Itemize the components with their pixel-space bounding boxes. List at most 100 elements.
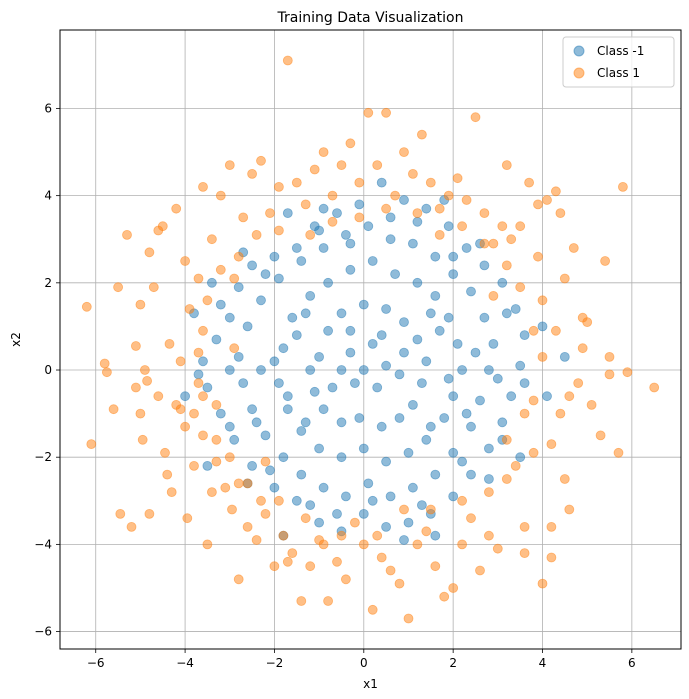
data-point	[372, 160, 383, 171]
data-point	[421, 203, 432, 214]
data-point	[425, 421, 436, 432]
data-point	[381, 522, 392, 532]
data-point	[305, 561, 316, 572]
data-point	[457, 221, 468, 232]
x-tick-label: −2	[266, 656, 284, 670]
data-point	[318, 482, 329, 493]
data-point	[367, 256, 378, 266]
data-point	[291, 243, 302, 253]
data-point	[421, 526, 432, 537]
data-point	[327, 216, 338, 227]
data-point	[399, 317, 409, 328]
data-point	[434, 229, 445, 240]
data-point	[345, 238, 356, 249]
data-point	[300, 308, 311, 319]
data-point	[510, 304, 521, 314]
data-point	[394, 413, 405, 423]
data-point	[153, 225, 164, 236]
data-point	[519, 548, 530, 558]
data-point	[309, 386, 320, 397]
data-point	[282, 404, 293, 415]
data-point	[345, 347, 356, 358]
data-point	[533, 199, 543, 210]
data-point	[148, 282, 159, 293]
data-point	[407, 238, 418, 249]
data-point	[501, 308, 512, 319]
data-point	[376, 552, 387, 563]
data-point	[206, 487, 217, 498]
data-point	[242, 478, 253, 489]
data-point	[164, 338, 175, 349]
data-point	[238, 212, 249, 223]
x-tick-label: 6	[628, 656, 636, 670]
data-point	[242, 522, 253, 532]
data-point	[171, 203, 182, 214]
data-point	[407, 482, 418, 493]
data-point	[358, 509, 369, 519]
data-point	[358, 443, 369, 454]
data-point	[475, 395, 485, 406]
data-point	[269, 356, 280, 367]
data-point	[483, 487, 494, 498]
data-point	[430, 469, 441, 480]
data-point	[256, 495, 266, 506]
data-point	[506, 234, 517, 245]
x-tick-label: 2	[449, 656, 457, 670]
data-point	[314, 517, 325, 528]
data-point	[381, 456, 392, 467]
data-point	[376, 177, 387, 188]
data-point	[542, 195, 552, 205]
data-point	[483, 474, 494, 484]
data-point	[466, 286, 476, 297]
data-point	[224, 365, 235, 375]
data-point	[242, 321, 253, 332]
data-point	[573, 378, 584, 389]
data-point	[202, 295, 213, 306]
data-point	[497, 417, 508, 428]
data-point	[390, 269, 401, 280]
data-point	[160, 447, 170, 458]
data-point	[260, 430, 271, 441]
data-point	[340, 574, 351, 585]
axis-ticks: −6 −4 −2 0 2 4 6 −6 −4 −2 0 2 4 6	[34, 101, 635, 670]
data-point	[282, 391, 293, 402]
data-point	[515, 221, 526, 232]
data-point	[416, 129, 427, 140]
data-point	[501, 474, 512, 484]
data-point	[332, 208, 342, 219]
data-point	[412, 216, 423, 227]
data-point	[345, 325, 356, 336]
data-point	[265, 208, 275, 219]
data-point	[130, 382, 141, 393]
data-point	[475, 565, 485, 576]
data-point	[448, 447, 459, 458]
data-point	[247, 260, 258, 271]
data-point	[559, 474, 570, 484]
data-point	[180, 391, 191, 402]
data-point	[533, 251, 543, 262]
data-point	[372, 382, 383, 393]
data-point	[354, 199, 365, 210]
data-point	[430, 290, 441, 301]
data-point	[430, 561, 441, 572]
data-point	[269, 561, 280, 572]
data-point	[247, 460, 258, 471]
data-point	[327, 190, 338, 201]
data-point	[528, 447, 539, 458]
data-point	[278, 530, 289, 541]
data-point	[604, 369, 615, 380]
data-point	[448, 391, 459, 402]
data-point	[399, 147, 409, 158]
data-point	[349, 378, 360, 389]
data-point	[586, 399, 597, 410]
data-point	[102, 367, 112, 378]
data-point	[528, 395, 539, 406]
data-point	[162, 469, 173, 480]
series-class-neg1	[180, 177, 570, 545]
data-point	[282, 208, 293, 219]
data-point	[224, 312, 235, 323]
data-point	[180, 421, 191, 432]
data-point	[126, 522, 137, 532]
data-point	[367, 495, 378, 506]
data-point	[139, 365, 150, 375]
